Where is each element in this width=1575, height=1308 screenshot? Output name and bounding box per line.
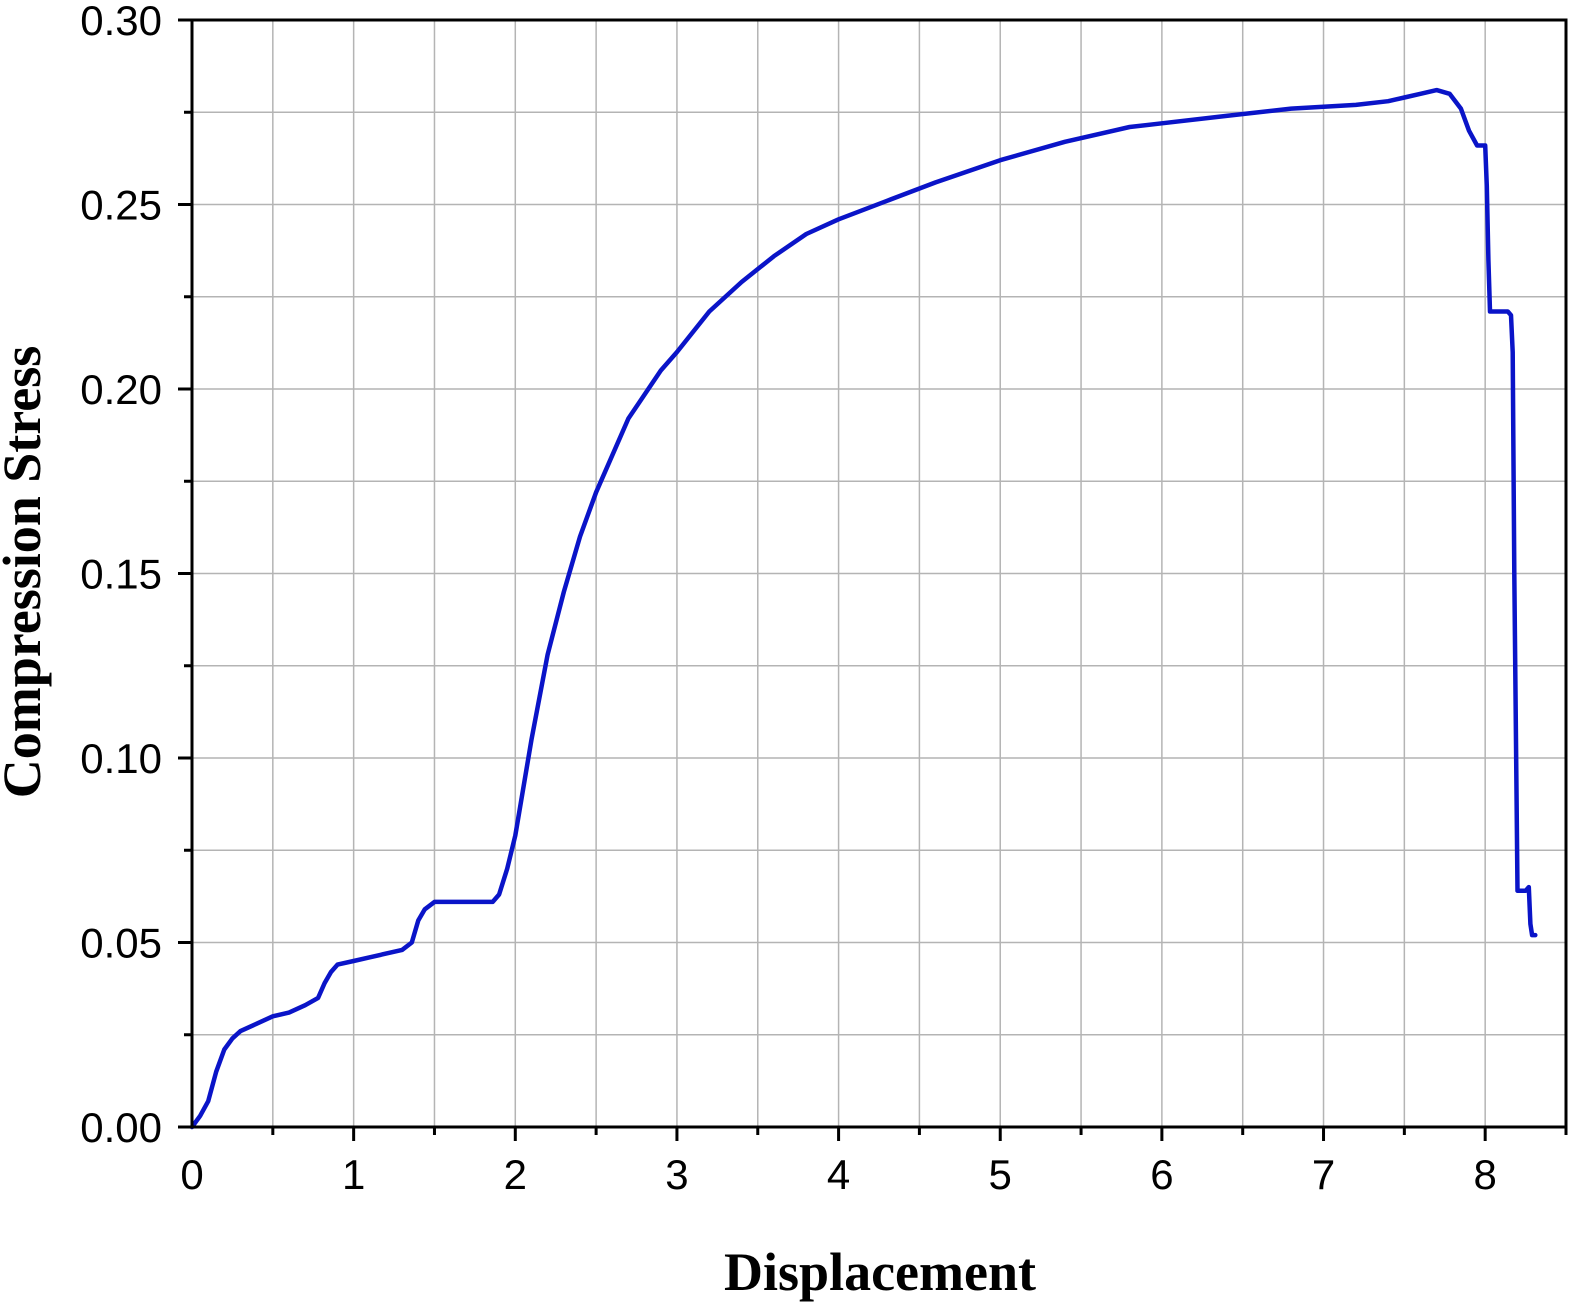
- y-axis-title: Compression Stress: [0, 346, 52, 799]
- y-tick-labels: 0.00 0.05 0.10 0.15 0.20 0.25 0.30: [80, 0, 162, 1151]
- grid-lines: [192, 20, 1566, 1127]
- series-line: [189, 87, 1538, 1130]
- axis-ticks: [178, 18, 1568, 1141]
- y-tick-label: 0.15: [80, 551, 162, 598]
- x-tick-label: 0: [180, 1151, 203, 1198]
- y-tick-label: 0.30: [80, 0, 162, 44]
- y-tick-label: 0.25: [80, 182, 162, 229]
- x-tick-label: 2: [504, 1151, 527, 1198]
- y-tick-label: 0.00: [80, 1104, 162, 1151]
- y-tick-label: 0.20: [80, 366, 162, 413]
- x-tick-labels: 0 1 2 3 4 5 6 7 8: [180, 1151, 1497, 1198]
- y-tick-label: 0.10: [80, 735, 162, 782]
- x-tick-label: 1: [342, 1151, 365, 1198]
- x-tick-label: 3: [665, 1151, 688, 1198]
- x-axis-title: Displacement: [724, 1242, 1036, 1302]
- x-tick-label: 4: [827, 1151, 850, 1198]
- x-tick-label: 7: [1312, 1151, 1335, 1198]
- data-series: [189, 87, 1538, 1130]
- x-tick-label: 6: [1150, 1151, 1173, 1198]
- x-tick-label: 8: [1473, 1151, 1496, 1198]
- y-tick-label: 0.05: [80, 920, 162, 967]
- x-tick-label: 5: [989, 1151, 1012, 1198]
